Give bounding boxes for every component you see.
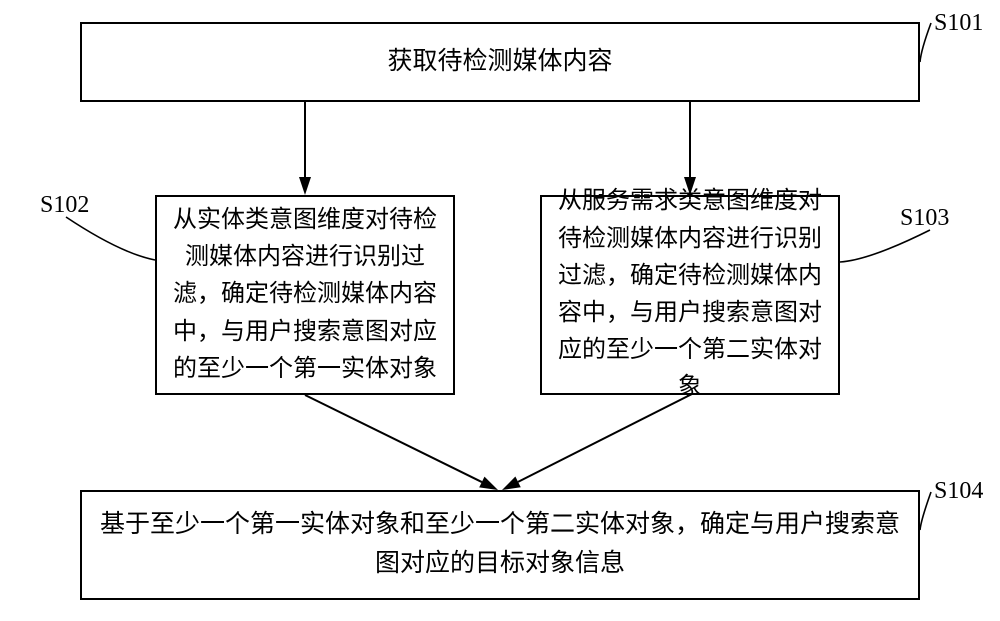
node-s104-text: 基于至少一个第一实体对象和至少一个第二实体对象，确定与用户搜索意图对应的目标对象… <box>94 506 906 584</box>
node-s103-text: 从服务需求类意图维度对待检测媒体内容进行识别过滤，确定待检测媒体内容中，与用户搜… <box>554 183 826 406</box>
node-s104: 基于至少一个第一实体对象和至少一个第二实体对象，确定与用户搜索意图对应的目标对象… <box>80 490 920 600</box>
step-label-s104: S104 <box>934 478 983 505</box>
node-s102: 从实体类意图维度对待检测媒体内容进行识别过滤，确定待检测媒体内容中，与用户搜索意… <box>155 195 455 395</box>
step-label-s101: S101 <box>934 10 983 37</box>
node-s101: 获取待检测媒体内容 <box>80 22 920 102</box>
step-label-s102: S102 <box>40 192 89 219</box>
node-s102-text: 从实体类意图维度对待检测媒体内容进行识别过滤，确定待检测媒体内容中，与用户搜索意… <box>169 202 441 388</box>
step-label-s103: S103 <box>900 205 949 232</box>
node-s103: 从服务需求类意图维度对待检测媒体内容进行识别过滤，确定待检测媒体内容中，与用户搜… <box>540 195 840 395</box>
node-s101-text: 获取待检测媒体内容 <box>387 43 612 82</box>
